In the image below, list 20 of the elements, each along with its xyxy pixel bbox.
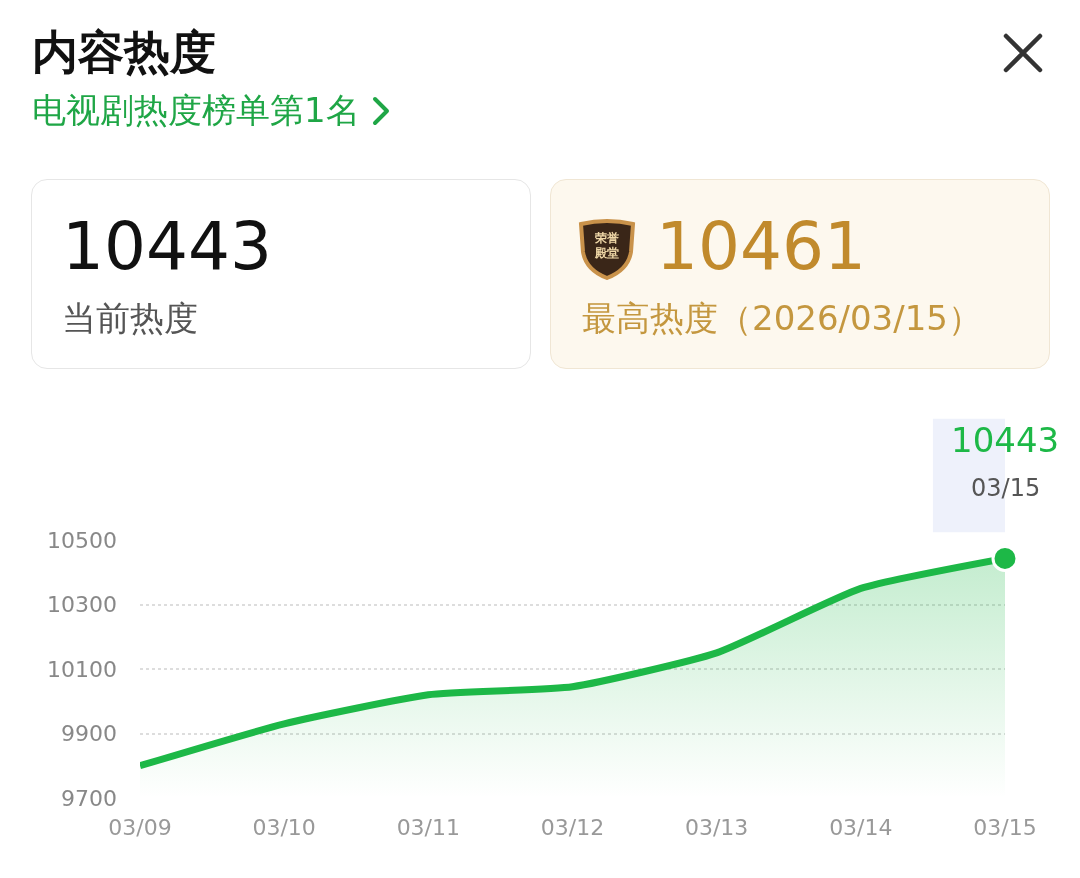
annotation: 03/15 [971, 474, 1041, 502]
x-tick-label: 03/09 [108, 815, 172, 840]
x-tick-label: 03/11 [396, 815, 461, 840]
text: 当前热度 [62, 297, 198, 340]
x-tick-label: 03/15 [973, 815, 1037, 840]
chart-subtitle: 电视剧热度榜单第1名 [32, 89, 360, 132]
y-tick-label: 9700 [61, 785, 117, 811]
y-tick-label: 9900 [61, 721, 117, 747]
chart-title: 内容热度 [32, 24, 216, 81]
x-tick-label: 03/13 [684, 815, 749, 840]
x-tick-label: 03/14 [829, 815, 893, 840]
y-tick-label: 10100 [47, 656, 117, 682]
text: 10461 [656, 208, 866, 285]
x-tick-label: 03/12 [540, 815, 605, 840]
x-tick-label: 03/10 [252, 815, 316, 840]
y-tick-label: 10500 [47, 527, 117, 553]
annotation: 10443 [951, 420, 1060, 460]
text: 最高热度（2026/03/15） [582, 297, 982, 340]
y-tick-label: 10300 [47, 592, 117, 618]
text: 10443 [62, 208, 272, 285]
